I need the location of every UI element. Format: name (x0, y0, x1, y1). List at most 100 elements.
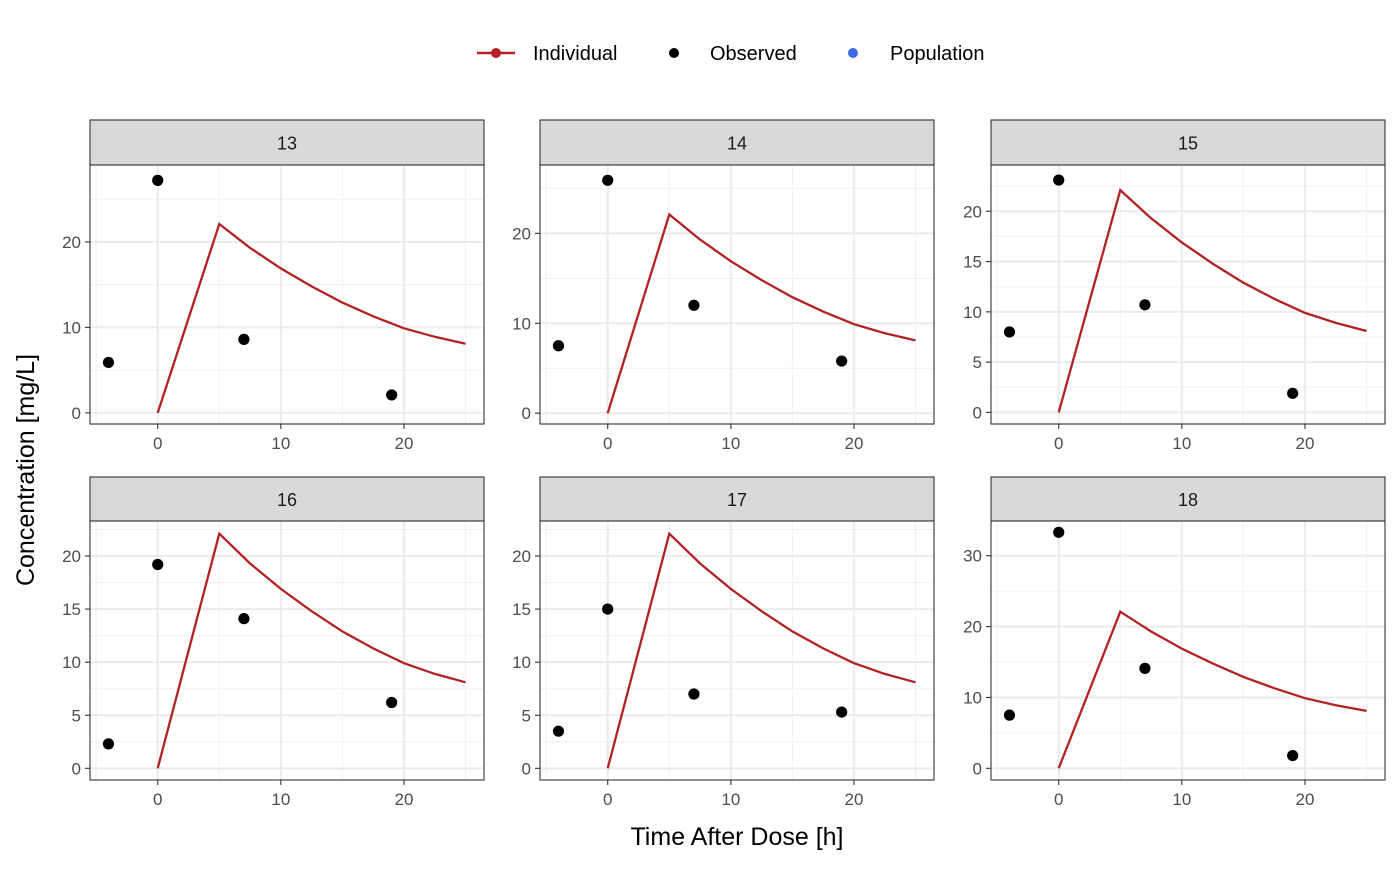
x-tick-label: 0 (603, 434, 612, 453)
individual-curve (1057, 187, 1367, 413)
panel-background (991, 165, 1385, 424)
x-tick-label: 20 (1296, 790, 1315, 809)
observed-point (552, 725, 565, 737)
y-tick-label: 20 (963, 202, 982, 221)
observed-point (238, 613, 250, 625)
observed-point (1003, 709, 1016, 721)
y-tick-label: 10 (963, 688, 982, 707)
facet-panel-13: 13 0 10 20 0 10 20 (62, 119, 485, 453)
panel-border (89, 164, 485, 425)
y-tick-label: 10 (963, 303, 982, 322)
panel-border (539, 520, 935, 781)
observed-point (152, 174, 164, 186)
y-tick-label: 0 (522, 404, 531, 423)
observed-point (552, 340, 565, 352)
observed-point (836, 355, 848, 367)
y-tick-label: 0 (522, 759, 531, 778)
x-tick-label: 10 (721, 434, 740, 453)
legend-label: Individual (533, 43, 618, 65)
x-tick-label: 0 (1054, 434, 1063, 453)
observed-point (102, 356, 115, 369)
y-axis-title: Concentration [mg/L] (12, 354, 40, 586)
facet-strip-label: 17 (727, 490, 747, 510)
x-axis-title: Time After Dose [h] (630, 823, 843, 851)
panel-border (990, 520, 1386, 781)
observed-point (1053, 526, 1065, 538)
y-tick-label: 5 (72, 706, 81, 725)
x-tick-label: 10 (1172, 434, 1191, 453)
facet-strip-label: 18 (1178, 490, 1198, 510)
y-tick-label: 20 (963, 618, 982, 637)
x-tick-label: 0 (1054, 790, 1063, 809)
facet-strip-label: 13 (277, 134, 297, 154)
y-tick-label: 0 (973, 403, 982, 422)
facet-strip (89, 476, 485, 522)
observed-point (602, 603, 614, 615)
x-tick-label: 0 (603, 790, 612, 809)
observed-point (1139, 299, 1151, 311)
observed-point (1287, 387, 1299, 399)
facet-strip (990, 476, 1386, 522)
y-tick-label: 20 (512, 224, 531, 243)
observed-point (238, 333, 250, 345)
y-tick-label: 15 (963, 253, 982, 272)
individual-curve (156, 531, 466, 769)
y-tick-label: 20 (512, 547, 531, 566)
individual-curve (606, 212, 916, 414)
y-tick-label: 15 (512, 600, 531, 619)
facet-strip (990, 119, 1386, 166)
legend-label: Population (890, 43, 985, 65)
individual-curve (1057, 609, 1367, 769)
x-tick-label: 20 (395, 434, 414, 453)
panel-background (540, 521, 934, 780)
legend-item: Observed (669, 43, 797, 65)
y-tick-label: 10 (512, 314, 531, 333)
facet-strip (539, 119, 935, 166)
observed-point (1053, 174, 1065, 186)
y-tick-label: 5 (973, 353, 982, 372)
panel-border (539, 164, 935, 425)
x-tick-label: 20 (845, 434, 864, 453)
y-tick-label: 0 (72, 404, 81, 423)
facet-strip-label: 14 (727, 134, 747, 154)
legend-point-key (848, 48, 858, 58)
facet-panel-14: 14 0 10 20 0 10 20 (512, 119, 935, 453)
legend: Individual Observed Population (477, 43, 985, 65)
observed-point (1003, 326, 1016, 338)
panel-background (540, 165, 934, 424)
observed-point (386, 696, 398, 709)
y-tick-label: 5 (522, 706, 531, 725)
y-tick-label: 0 (72, 759, 81, 778)
x-tick-label: 20 (845, 790, 864, 809)
facet-panel-16: 16 0 10 20 0 5 10 15 20 (62, 476, 485, 809)
observed-point (602, 174, 614, 186)
observed-point (152, 558, 164, 571)
y-tick-label: 10 (512, 653, 531, 672)
facet-panel-15: 15 0 10 20 0 5 10 15 20 (963, 119, 1386, 453)
legend-label: Observed (710, 43, 797, 65)
y-tick-label: 30 (963, 547, 982, 566)
facet-panel-18: 18 0 10 20 0 10 20 30 (963, 476, 1386, 809)
observed-point (386, 389, 398, 401)
facet-strip-label: 15 (1178, 134, 1198, 154)
observed-point (102, 738, 115, 750)
observed-point (836, 706, 848, 718)
panel-background (90, 521, 484, 780)
y-tick-label: 15 (62, 600, 81, 619)
x-tick-label: 20 (395, 790, 414, 809)
panel-border (990, 164, 1386, 425)
panel-background (90, 165, 484, 424)
y-tick-label: 20 (62, 547, 81, 566)
x-tick-label: 10 (271, 790, 290, 809)
observed-point (1287, 749, 1299, 762)
x-tick-label: 10 (1172, 790, 1191, 809)
x-tick-label: 0 (153, 434, 162, 453)
legend-item: Individual (477, 43, 618, 65)
facet-strip (539, 476, 935, 522)
facet-panel-17: 17 0 10 20 0 5 10 15 20 (512, 476, 935, 809)
y-tick-label: 10 (62, 653, 81, 672)
x-tick-label: 20 (1296, 434, 1315, 453)
facet-strip-label: 16 (277, 490, 297, 510)
y-tick-label: 0 (973, 759, 982, 778)
observed-point (688, 688, 700, 700)
